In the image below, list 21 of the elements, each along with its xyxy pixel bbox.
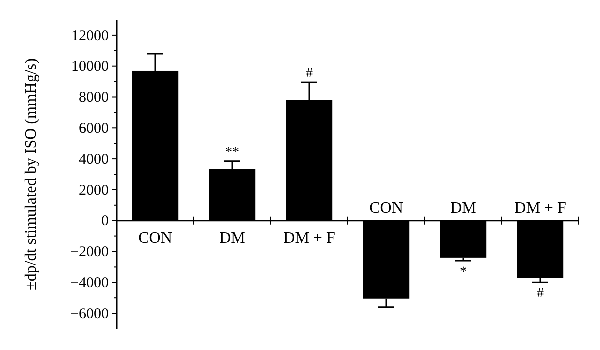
y-tick-label: 2000 xyxy=(79,182,109,199)
y-tick-label: 4000 xyxy=(79,152,109,168)
annotation: # xyxy=(537,286,544,302)
y-tick-label: −2000 xyxy=(70,244,109,261)
y-tick-label: 0 xyxy=(102,214,109,230)
y-tick-label: 8000 xyxy=(79,90,109,106)
x-tick-label: CON xyxy=(138,230,173,247)
x-tick-label: DM + F xyxy=(284,230,336,247)
y-tick-label: −4000 xyxy=(70,275,109,292)
annotation: ** xyxy=(226,145,240,160)
annotation: * xyxy=(460,265,467,280)
y-tick-label: −6000 xyxy=(70,306,109,322)
x-tick-label: DM + F xyxy=(514,200,566,217)
x-tick-label: DM xyxy=(450,200,476,217)
y-tick-label: 10000 xyxy=(72,59,109,76)
y-tick-label: 12000 xyxy=(72,28,109,44)
y-axis-title: ±dp/dt stimulated by ISO (mmHg/s) xyxy=(23,58,40,290)
x-tick-label: CON xyxy=(370,200,404,217)
x-tick-label: DM xyxy=(220,230,246,247)
y-tick-label: 6000 xyxy=(79,120,109,137)
annotation: # xyxy=(306,66,313,82)
